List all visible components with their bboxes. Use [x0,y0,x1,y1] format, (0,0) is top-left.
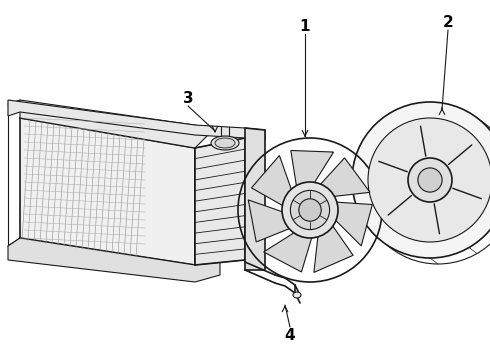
Polygon shape [20,118,195,265]
Polygon shape [318,158,370,197]
Polygon shape [8,238,220,282]
Polygon shape [8,100,265,140]
Circle shape [352,102,490,258]
Circle shape [368,118,490,242]
Text: 1: 1 [300,18,310,33]
Polygon shape [264,230,313,272]
Circle shape [299,199,321,221]
Text: 2: 2 [442,14,453,30]
Polygon shape [248,200,294,242]
Polygon shape [245,128,265,270]
Circle shape [408,158,452,202]
Polygon shape [20,100,215,148]
Polygon shape [195,138,245,265]
Polygon shape [291,150,334,190]
Polygon shape [251,156,293,208]
Circle shape [418,168,442,192]
Circle shape [282,182,338,238]
Text: 4: 4 [285,328,295,342]
Polygon shape [332,202,372,246]
Ellipse shape [211,136,239,150]
Text: 3: 3 [183,90,194,105]
Ellipse shape [215,138,235,148]
Ellipse shape [293,292,301,298]
Circle shape [291,190,330,230]
Polygon shape [314,222,353,273]
